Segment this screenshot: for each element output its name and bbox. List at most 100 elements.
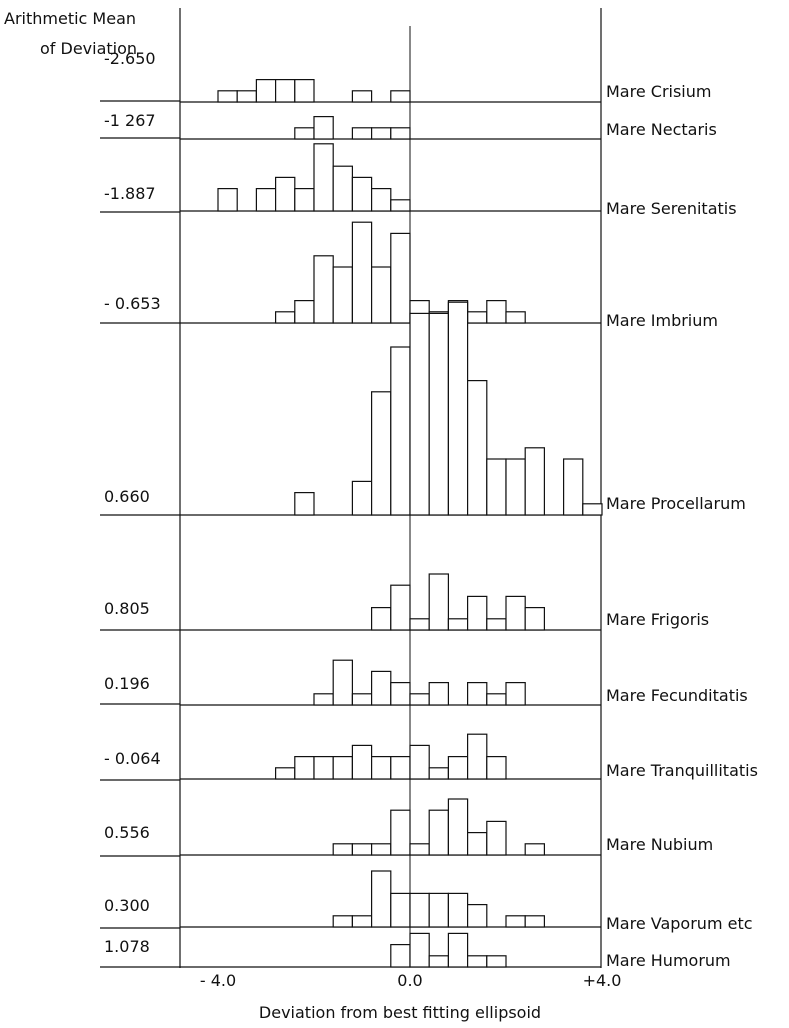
histogram-bar [448,302,467,515]
histogram-bar [525,608,544,630]
histogram-bar [487,956,506,967]
histogram-bar [410,893,429,927]
histogram-bar [410,619,429,630]
histogram-bar [218,91,237,102]
histogram-bar [487,619,506,630]
histogram-bar [506,683,525,705]
histogram-bar [410,844,429,855]
histogram-bar [487,757,506,779]
histogram-bar [448,799,467,855]
histogram-bar [468,312,487,323]
histogram-bar [372,871,391,927]
series-name: Mare Frigoris [606,610,709,629]
title-line-1: Arithmetic Mean [4,9,136,28]
histogram-bar [314,256,333,323]
histogram-bar [314,757,333,779]
histogram-bar [352,128,371,139]
histogram-bar [391,683,410,705]
mean-label: 1.078 [104,937,150,956]
histogram-bar [487,694,506,705]
row-mare-vaporum-etc: 0.300 Mare Vaporum etc [100,871,753,933]
histogram-bar [352,694,371,705]
histogram-bar [487,459,506,515]
row-mare-humorum: 1.078 Mare Humorum [100,933,731,970]
histogram-bar [448,893,467,927]
histogram-bar [352,745,371,779]
histogram-bar [372,844,391,855]
histogram-bar [372,189,391,211]
series-name: Mare Nectaris [606,120,717,139]
x-tick-label: 0.0 [397,971,422,990]
mean-label: 0.300 [104,896,150,915]
histogram-bar [468,683,487,705]
histogram-bar [237,91,256,102]
histogram-bar [506,312,525,323]
histogram-bar [295,80,314,102]
histogram-bar [333,660,352,705]
histogram-bar [256,189,275,211]
mean-label: -2.650 [104,49,156,68]
mean-label: -1 267 [104,111,156,130]
histogram-bar [333,844,352,855]
histogram-bar [256,80,275,102]
histogram-bar [487,821,506,855]
histogram-bar [429,810,448,855]
histogram-rows: -2.650Mare Crisium-1 267 Mare Nectaris-1.… [100,49,758,970]
histogram-bar [352,177,371,211]
histogram-bar [391,893,410,927]
series-name: Mare Humorum [606,951,731,970]
series-name: Mare Serenitatis [606,199,737,218]
histogram-bar [276,177,295,211]
histogram-bar [429,313,448,515]
histogram-bar [372,267,391,323]
row-mare-tranquillitatis: - 0.064Mare Tranquillitatis [100,734,758,780]
histogram-bar [391,347,410,515]
series-name: Mare Imbrium [606,311,718,330]
histogram-bar [276,312,295,323]
histogram-bar [333,267,352,323]
row-mare-imbrium: - 0.653 Mare Imbrium [100,222,718,330]
mean-label: 0.805 [104,599,150,618]
series-name: Mare Vaporum etc [606,914,753,933]
histogram-bar [391,128,410,139]
x-tick-label: +4.0 [583,971,622,990]
histogram-bar [448,619,467,630]
histogram-bar [468,596,487,630]
series-name: Mare Procellarum [606,494,746,513]
row-mare-fecunditatis: 0.196 Mare Fecunditatis [100,660,748,705]
histogram-bar [525,916,544,927]
histogram-bar [372,392,391,515]
histogram-bar [487,301,506,323]
histogram-bar [276,768,295,779]
row-mare-serenitatis: -1.887 Mare Serenitatis [100,144,737,218]
row-mare-procellarum: 0.660 Mare Procellarum [100,302,746,515]
x-tick-labels: - 4.0 0.0 +4.0 [200,971,622,990]
histogram-bar [410,933,429,967]
series-name: Mare Tranquillitatis [606,761,758,780]
histogram-bar [295,189,314,211]
histogram-bar [525,448,544,515]
histogram-bar [506,916,525,927]
histogram-bar [391,945,410,967]
histogram-bar [218,189,237,211]
x-axis-label: Deviation from best fitting ellipsoid [259,1003,541,1022]
histogram-bar [429,956,448,967]
row-mare-nectaris: -1 267 Mare Nectaris [100,111,717,139]
histogram-bar [372,608,391,630]
mean-label: 0.660 [104,487,150,506]
histogram-bar [352,844,371,855]
row-mare-frigoris: 0.805 Mare Frigoris [100,574,709,630]
histogram-bar [372,757,391,779]
histogram-bar [372,671,391,705]
mean-label: - 0.653 [104,294,161,313]
histogram-bar [448,757,467,779]
mean-label: -1.887 [104,184,156,203]
mean-label: 0.196 [104,674,150,693]
histogram-bar [333,916,352,927]
histogram-bar [468,956,487,967]
histogram-bar [468,833,487,855]
histogram-bar [352,91,371,102]
histogram-bar [352,481,371,515]
histogram-bar [276,80,295,102]
histogram-bar [410,694,429,705]
